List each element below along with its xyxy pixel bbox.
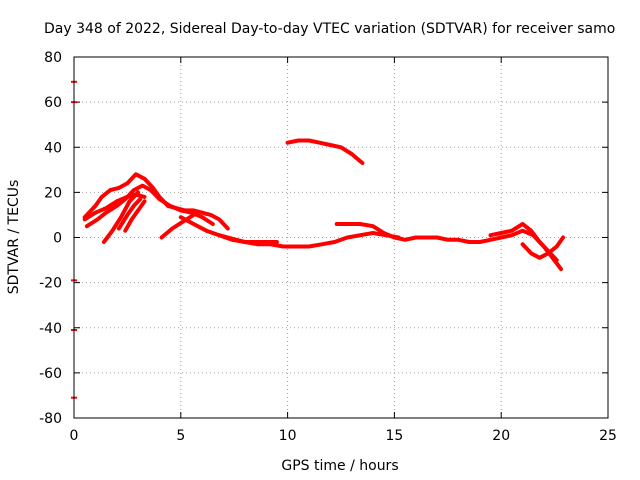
series-line-track-12	[520, 235, 566, 260]
series-line-track-8	[178, 215, 401, 249]
series-line-track-7	[159, 212, 196, 240]
series-line-track-9	[217, 233, 279, 244]
series-line-track-6	[123, 199, 147, 233]
y-tick-label: -40	[39, 321, 62, 337]
y-tick-label: -60	[39, 366, 62, 382]
series-line-track-11	[488, 222, 559, 263]
series-line-track-2	[84, 183, 215, 229]
x-tick-label: 0	[70, 428, 79, 444]
x-tick-label: 15	[385, 428, 403, 444]
plot-area	[71, 80, 566, 399]
x-tick-label: 25	[599, 428, 617, 444]
y-tick-label: 0	[53, 231, 62, 247]
x-tick-label: 5	[176, 428, 185, 444]
x-tick-label: 10	[279, 428, 297, 444]
series-line-track-13	[285, 138, 365, 165]
y-axis-label: SDTVAR / TECUs	[6, 180, 22, 295]
series-line-track-4	[101, 190, 141, 244]
y-tick-label: 20	[44, 185, 62, 201]
x-axis-label: GPS time / hours	[281, 458, 398, 474]
y-tick-label: 40	[44, 140, 62, 156]
chart-title: Day 348 of 2022, Sidereal Day-to-day VTE…	[44, 21, 615, 37]
x-tick-label: 20	[492, 428, 510, 444]
y-tick-label: -80	[39, 411, 62, 427]
y-tick-label: -20	[39, 276, 62, 292]
series-line-track-5	[116, 197, 143, 231]
series-line-track-10	[334, 222, 563, 272]
ticks: 0 5 10 15 20 25 -80 -60 -40 -20 0 20 40 60 80	[39, 50, 617, 444]
y-tick-label: 80	[44, 50, 62, 66]
y-tick-label: 60	[44, 95, 62, 111]
grid	[74, 57, 608, 418]
plot-frame	[73, 56, 609, 419]
series-line-track-1	[82, 172, 230, 231]
